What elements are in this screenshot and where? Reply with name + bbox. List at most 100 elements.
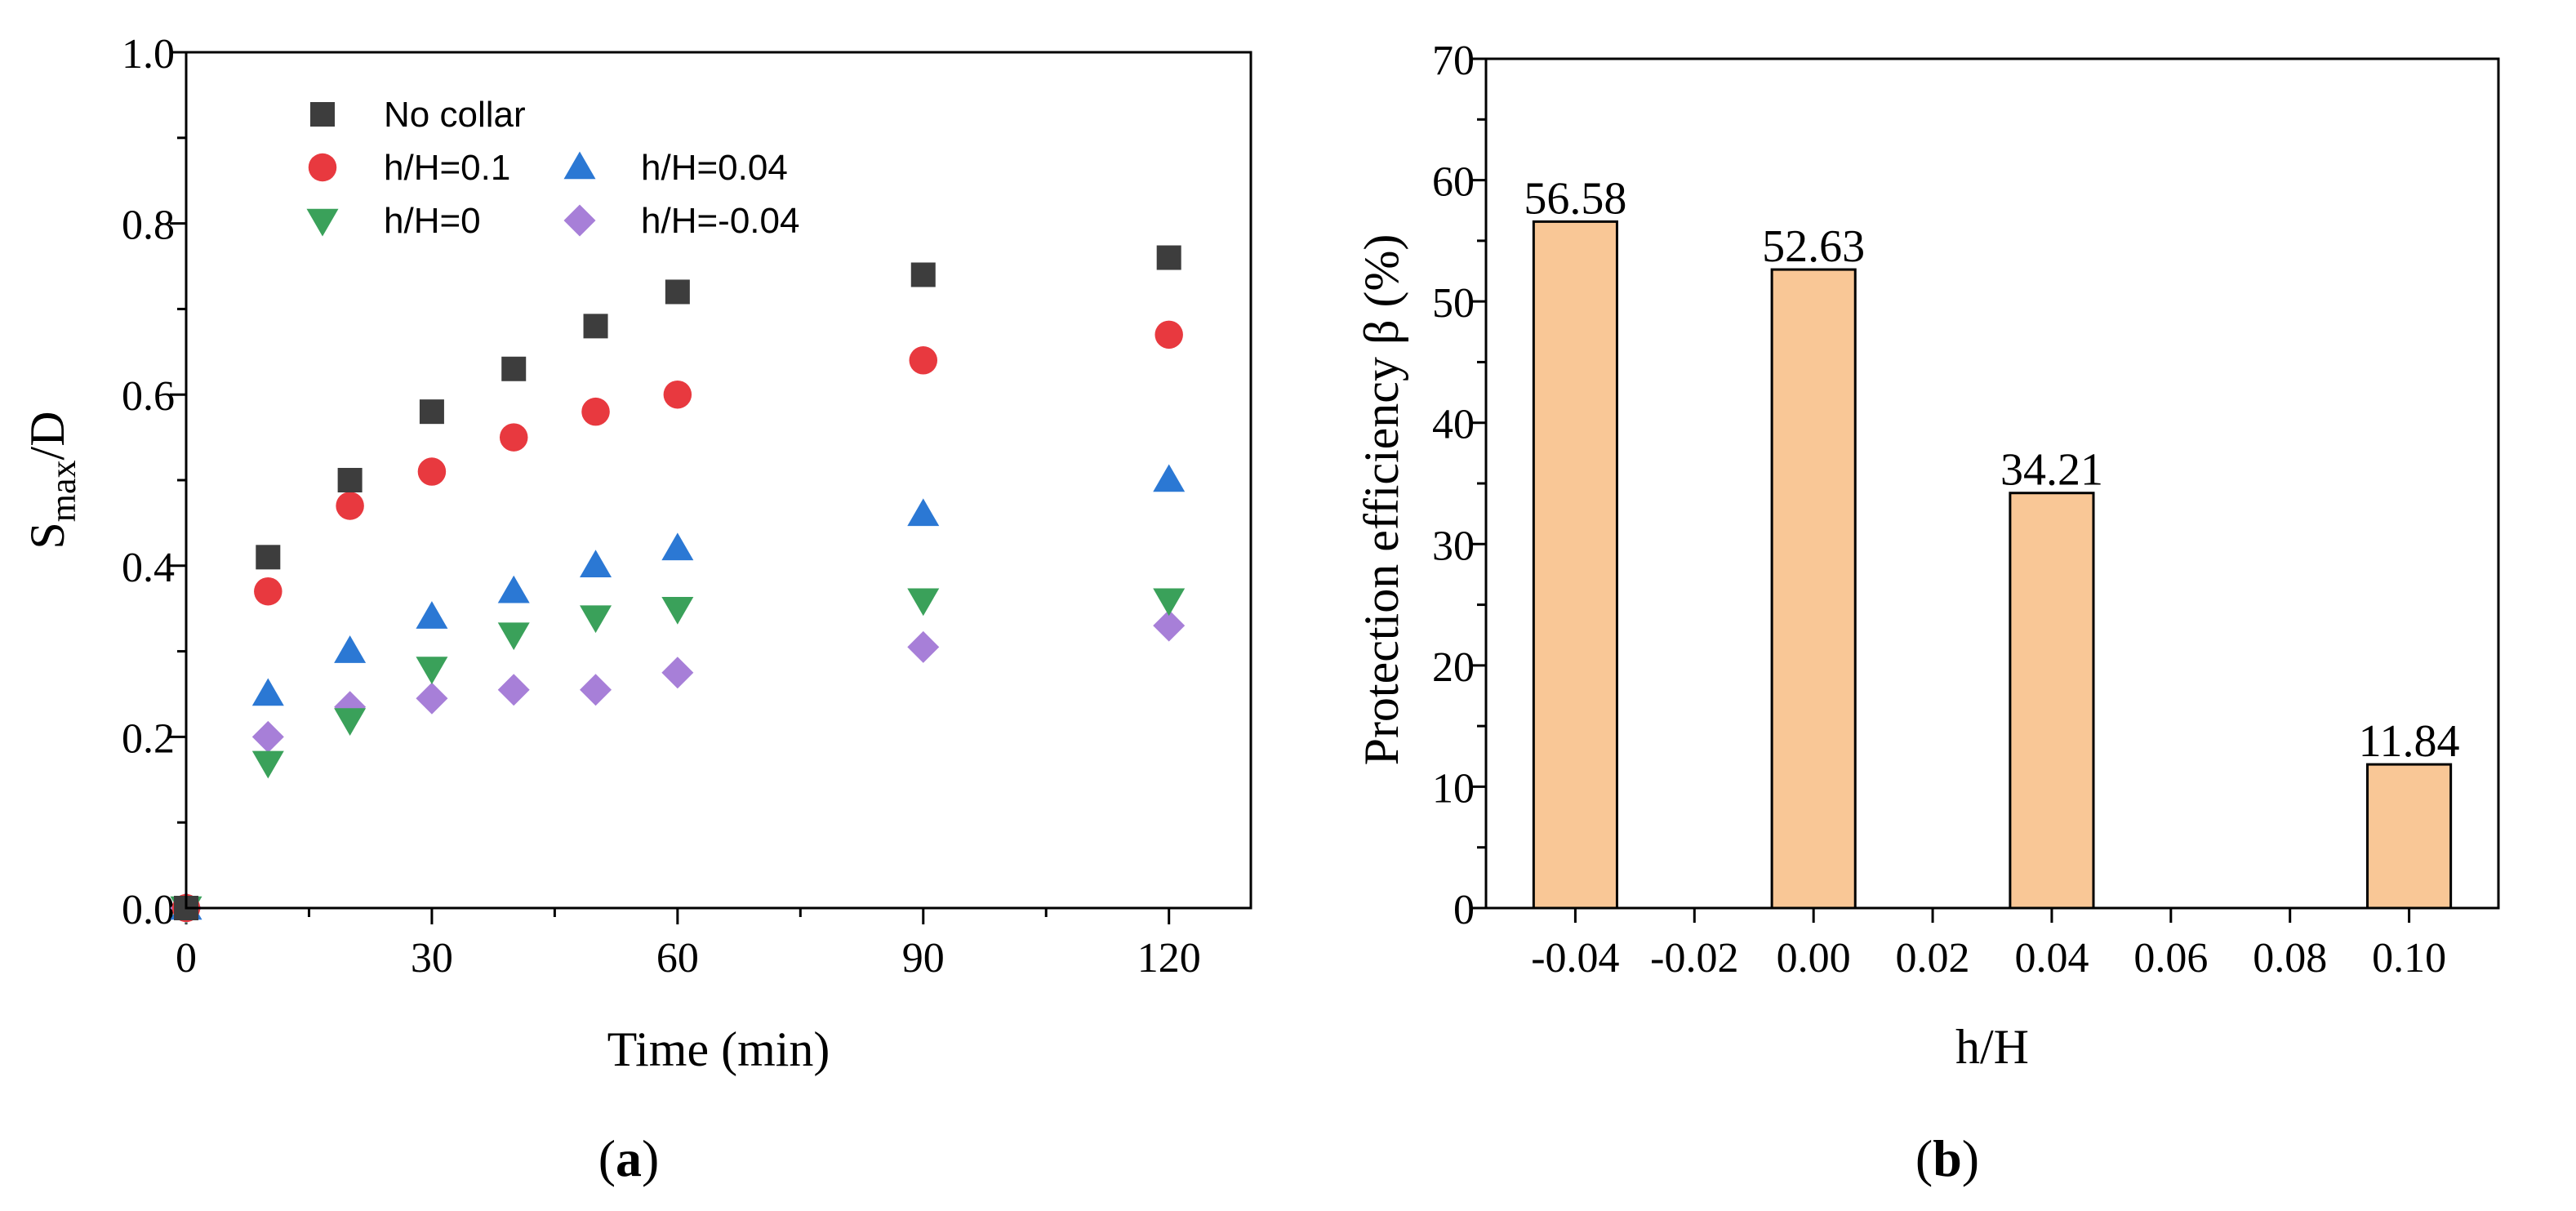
panel-a-legend-marker <box>310 102 335 127</box>
panel-a-point <box>1153 609 1186 642</box>
panel-b-bar-value-label: 52.63 <box>1762 221 1865 272</box>
panel-a-legend-label: No collar <box>384 95 526 135</box>
panel-a-point <box>907 498 940 527</box>
panel-a-point <box>907 630 940 663</box>
panel-a-point <box>256 545 281 570</box>
panel-b-bar <box>1532 220 1618 910</box>
panel-a-point <box>907 588 940 617</box>
panel-b-bar-value-label: 56.58 <box>1524 173 1626 224</box>
panel-a-x-tick-label: 0 <box>176 935 197 982</box>
panel-a-point <box>251 750 284 779</box>
panel-a-y-axis-title: Smax/D <box>20 411 83 549</box>
panel-b-caption: (b) <box>1915 1129 1979 1187</box>
panel-a-legend-marker <box>563 151 596 180</box>
panel-a-point <box>497 575 530 603</box>
panel-b-y-tick-label: 30 <box>1432 523 1475 569</box>
panel-a-point <box>336 492 364 520</box>
panel-a-y-tick-label: 0.8 <box>122 203 175 249</box>
panel-a-point <box>497 622 530 651</box>
panel-a-legend-label: h/H=-0.04 <box>641 201 799 241</box>
panel-a-y-axis-title-subscript: max <box>43 460 83 522</box>
panel-b-caption-letter: b <box>1933 1129 1962 1187</box>
panel-a-point <box>661 532 694 561</box>
panel-b-y-tick-label: 50 <box>1432 280 1475 327</box>
panel-b-x-tick-label: 0.02 <box>1896 935 1970 982</box>
panel-b-bar <box>2009 492 2095 910</box>
panel-a-point <box>1153 464 1186 492</box>
panel-a-point <box>910 262 936 287</box>
panel-a-point <box>416 682 448 715</box>
panel-a-point <box>416 601 448 629</box>
panel-a-point <box>665 279 690 305</box>
panel-a-legend-marker <box>308 153 337 182</box>
panel-a-point <box>580 550 612 578</box>
panel-a-legend-marker <box>563 204 596 237</box>
panel-a-x-tick-label: 60 <box>656 935 699 982</box>
panel-a-x-tick-label: 90 <box>902 935 945 982</box>
panel-a-point <box>254 577 283 606</box>
panel-b-bar-chart: -0.04 -0.02 0.00 0.02 0.04 0.06 0.08 0.10 0 10 20 3… <box>1355 38 2500 1187</box>
panel-b-x-axis-title: h/H <box>1955 1020 2029 1074</box>
panel-a-x-tick-label: 120 <box>1137 935 1201 982</box>
panel-a-point <box>499 423 528 452</box>
panel-b-bar <box>2366 763 2453 910</box>
panel-b-bar <box>1770 268 1857 910</box>
panel-a-point <box>580 674 612 706</box>
panel-a-point <box>334 708 367 736</box>
panel-a-point <box>661 657 694 689</box>
panel-a-y-tick-label: 0.4 <box>122 545 175 591</box>
panel-a-point <box>1153 588 1186 617</box>
panel-a-point <box>419 399 444 425</box>
panel-a-legend-label: h/H=0.1 <box>384 148 510 188</box>
panel-a-point <box>416 657 448 685</box>
panel-a-y-axis-title-main: S <box>20 522 74 549</box>
panel-a-caption: (a) <box>598 1129 660 1187</box>
panel-a-point <box>663 380 692 409</box>
panel-b-bar-value-label: 34.21 <box>2000 445 2103 496</box>
panel-a-y-tick-label: 0.0 <box>122 887 175 933</box>
panel-b-y-tick-label: 20 <box>1432 644 1475 691</box>
panel-b-x-tick-label: 0.10 <box>2372 935 2446 982</box>
panel-b-x-tick-label: 0.06 <box>2133 935 2208 982</box>
panel-b-y-tick-label: 10 <box>1432 765 1475 812</box>
panel-b-y-tick-label: 60 <box>1432 159 1475 206</box>
panel-b-y-tick-label: 70 <box>1432 38 1475 84</box>
panel-a-y-tick-label: 0.2 <box>122 715 175 762</box>
panel-a-point <box>251 720 284 753</box>
panel-a-x-tick-label: 30 <box>411 935 453 982</box>
panel-b-y-tick-label: 0 <box>1453 887 1475 933</box>
panel-b-x-tick-label: -0.02 <box>1650 935 1738 982</box>
panel-a-point <box>1155 320 1183 349</box>
panel-a-legend-label: h/H=0 <box>384 201 481 241</box>
panel-b-bar-value-label: 11.84 <box>2359 716 2460 767</box>
panel-b-x-tick-label: -0.04 <box>1531 935 1619 982</box>
panel-a-x-axis-title: Time (min) <box>607 1022 830 1076</box>
panel-a-point <box>337 468 363 492</box>
panel-a-plot-frame <box>185 51 1252 910</box>
panel-b-plot-frame <box>1484 57 2500 910</box>
panel-a-y-tick-label: 0.6 <box>122 373 175 420</box>
panel-a-legend-label: h/H=0.04 <box>641 148 788 188</box>
panel-a-point <box>501 356 527 381</box>
panel-b-y-axis-title: Protection efficiency β (%) <box>1355 234 1408 766</box>
panel-b-x-tick-label: 0.00 <box>1777 935 1851 982</box>
panel-a-point <box>251 678 284 706</box>
panel-b-x-tick-label: 0.08 <box>2253 935 2327 982</box>
panel-a-point <box>583 314 608 339</box>
panel-a-point <box>580 605 612 634</box>
panel-a-caption-letter: a <box>616 1129 642 1187</box>
panel-a-legend-marker <box>306 208 339 237</box>
panel-a-point <box>334 635 367 663</box>
panel-a-point <box>581 397 610 426</box>
panel-a-point <box>497 674 530 706</box>
panel-a-point <box>661 596 694 625</box>
panel-a-y-axis-title-tail: /D <box>20 411 74 460</box>
panel-a-legend: No collar h/H=0.1 h/H=0.04 h/H=0 h/H=-0.04 <box>306 95 799 241</box>
panel-a-point <box>909 346 938 375</box>
panel-a-y-tick-label: 1.0 <box>122 31 175 78</box>
panel-a-point <box>417 457 447 486</box>
panel-b-y-tick-label: 40 <box>1432 402 1475 448</box>
panel-a-point <box>1156 245 1181 270</box>
panel-a-scatter: 0 30 60 90 120 0.0 0.2 0.4 0.6 0.8 1.0 No collar h/… <box>20 31 1252 1187</box>
